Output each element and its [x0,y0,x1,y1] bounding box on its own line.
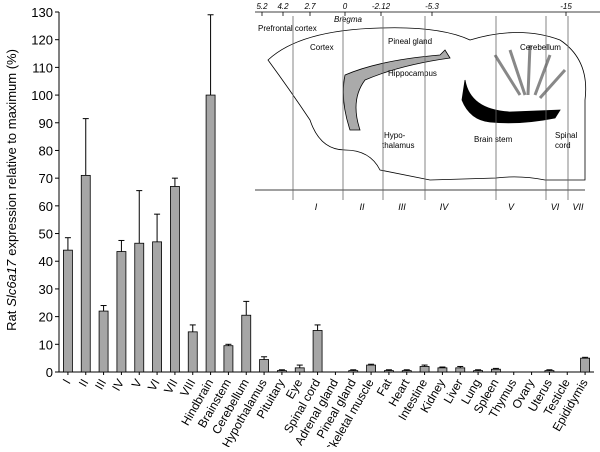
bar [419,366,430,373]
y-tick-label: 100 [31,88,53,103]
y-tick-label: 0 [46,365,53,380]
diagram-label: I [315,202,318,212]
x-tick-label: V [129,377,145,391]
bar [63,249,73,373]
bar [455,367,466,373]
y-label-part: Rat [4,310,19,331]
diagram-label: 2.7 [303,2,316,11]
diagram-label: Prefrontal cortex [258,24,317,33]
diagram-label: Cerebellum [520,43,561,52]
diagram-label: thalamus [382,141,414,150]
bar [544,370,555,373]
diagram-label: II [359,202,365,212]
diagram-label: Spinal [555,131,577,140]
bar [259,359,269,373]
x-tick-label: IV [109,377,127,394]
x-tick-label: VII [161,377,180,397]
y-tick-label: 50 [39,227,53,242]
y-tick-label: 40 [39,254,53,269]
diagram-label: VI [551,202,560,212]
diagram-label: cord [555,141,571,150]
diagram-label: VII [572,202,584,212]
bar [277,370,287,373]
bar [241,314,252,373]
bar [294,367,305,373]
bar [384,370,394,373]
cerebellum-folds [493,44,567,99]
x-tick-label: III [92,377,109,393]
bar [152,241,162,373]
bar [80,174,91,373]
diagram-label: 0 [343,2,348,11]
diagram-label: Cortex [310,43,334,52]
diagram-label: -15 [560,2,572,11]
diagram-label: Brain stem [474,135,513,144]
y-tick-label: 70 [39,171,53,186]
hippocampus-shape [342,49,451,131]
bar [116,251,127,373]
y-tick-label: 30 [39,282,53,297]
y-tick-label: 130 [31,5,53,20]
diagram-label: IV [440,202,450,212]
y-axis-label: Rat Slc6a17 expression relative to maximum… [4,49,19,331]
y-tick-label: 60 [39,199,53,214]
y-tick-label: 10 [39,337,53,352]
y-tick-label: 110 [32,60,53,75]
x-tick-label: I [60,377,74,387]
diagram-label: V [508,202,515,212]
black-region [461,79,561,124]
bar [348,370,359,373]
diagram-label: Hypo- [384,131,406,140]
diagram-label: Bregma [334,15,363,24]
x-tick-label: VI [145,377,163,394]
diagram-label: 4.2 [277,2,289,11]
diagram-label: Pineal gland [388,37,432,46]
bar [223,345,234,373]
bar [170,186,180,373]
y-label-part: expression relative to maximum (%) [4,49,19,256]
brain-outline [267,27,587,181]
bar [401,370,412,373]
y-tick-label: 120 [31,33,53,48]
bar [366,364,376,373]
bar [491,368,501,373]
y-tick-label: 20 [39,310,53,325]
bar [473,370,483,373]
diagram-label: Hippocampus [388,69,437,78]
bar [98,310,109,373]
diagram-label: -5.3 [425,2,439,11]
diagram-label: III [398,202,406,212]
y-tick-label: 80 [39,143,53,158]
bar [187,331,198,373]
brain-diagram: 5.2 4.2 2.7 0 -2.12 -5.3 -15 Bregma Prefrontal c… [255,2,600,212]
bar [134,242,145,373]
bar [205,94,216,373]
diagram-label: -2.12 [372,2,391,11]
bar [580,357,590,373]
x-tick-label: II [76,377,91,390]
bar [437,367,448,373]
y-tick-label: 90 [39,116,53,131]
diagram-label: 5.2 [256,2,268,11]
y-label-part: Slc6a17 [4,259,19,307]
bar [312,330,323,373]
